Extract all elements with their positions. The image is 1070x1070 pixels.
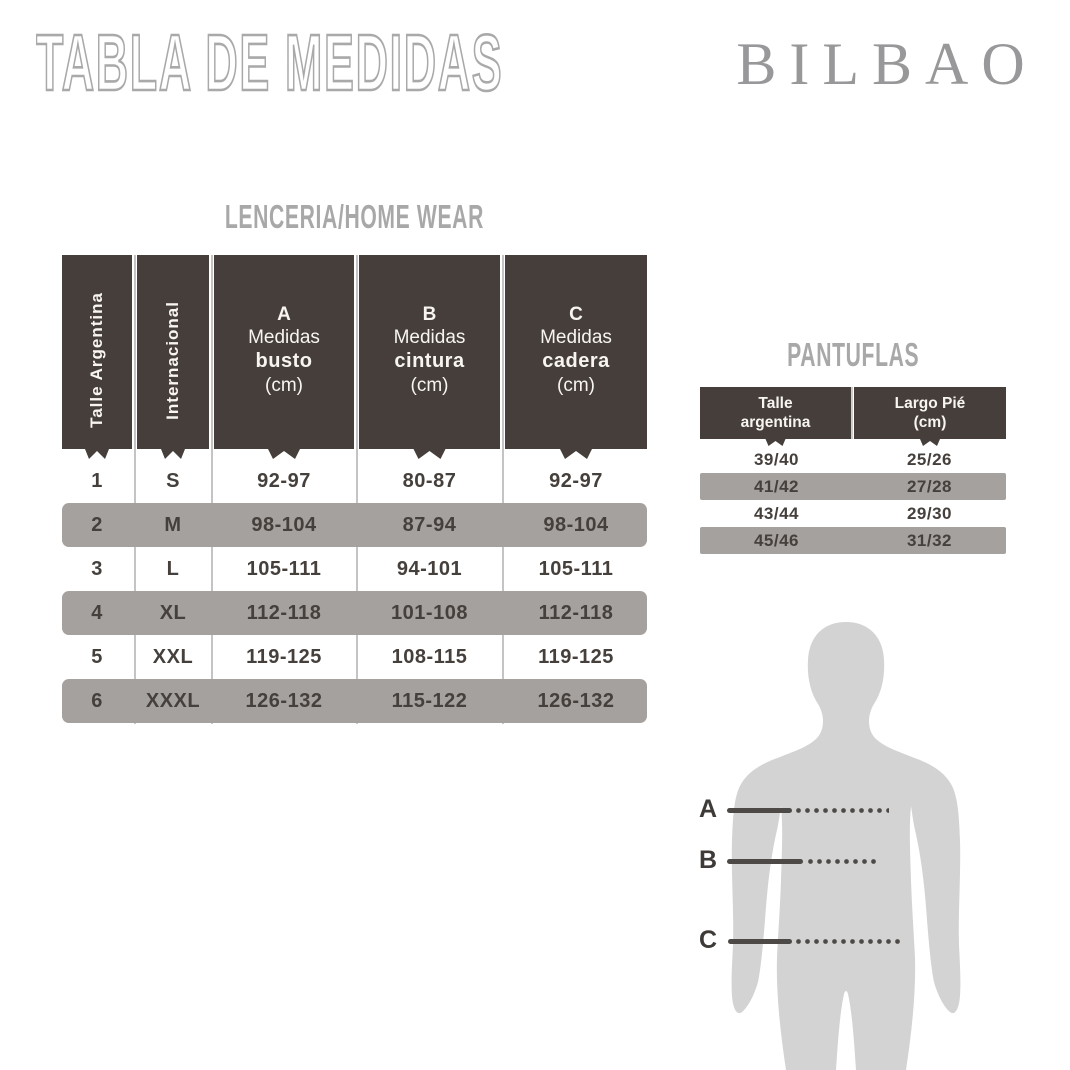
page-title-text: TABLA DE MEDIDAS: [36, 22, 503, 104]
table-row: 6 XXXL 126-132 115-122 126-132: [62, 679, 647, 723]
pantuflas-table-header: Talle argentina Largo Pié (cm): [700, 387, 1006, 446]
measure-label-c: C: [699, 926, 718, 954]
header-talle-argentina: Talle argentina: [700, 387, 851, 446]
column-divider: [133, 255, 136, 724]
table-row: 5 XXL 119-125 108-115 119-125: [62, 635, 647, 679]
column-divider: [501, 255, 504, 724]
table-row: 39/40 25/26: [753, 449, 953, 469]
pantuflas-size-table: Talle argentina Largo Pié (cm) 39/40 25/…: [700, 387, 1006, 554]
column-divider: [851, 387, 853, 439]
lenceria-table-header: Talle Argentina Internacional A Medidas …: [62, 255, 647, 459]
measure-dots-c: [794, 939, 900, 944]
table-row: 1 S 92-97 80-87 92-97: [62, 459, 647, 503]
lenceria-size-table: Talle Argentina Internacional A Medidas …: [62, 255, 647, 724]
measure-line-a: [727, 808, 792, 813]
page-title: TABLA DE MEDIDAS: [36, 22, 503, 104]
lenceria-section-title: LENCERIA/HOME WEAR: [224, 198, 485, 235]
table-row: 3 L 105-111 94-101 105-111: [62, 547, 647, 591]
header-largo-pie: Largo Pié (cm): [854, 387, 1006, 446]
measure-label-b: B: [699, 846, 718, 874]
header-medidas-cadera: C Medidas cadera (cm): [505, 255, 647, 459]
body-silhouette: [731, 622, 961, 1070]
column-divider: [210, 255, 213, 724]
header-medidas-cintura: B Medidas cintura (cm): [359, 255, 500, 459]
measure-label-a: A: [699, 795, 718, 823]
table-row: 45/46 31/32: [700, 527, 1006, 554]
measure-dots-a: [794, 808, 889, 813]
header-internacional: Internacional: [137, 255, 209, 459]
measure-dots-b: [806, 859, 880, 864]
column-divider: [355, 255, 358, 724]
table-row: 2 M 98-104 87-94 98-104: [62, 503, 647, 547]
measure-line-c: [728, 939, 792, 944]
header-talle-argentina: Talle Argentina: [62, 255, 132, 459]
header-medidas-busto: A Medidas busto (cm): [214, 255, 354, 459]
brand-logo: BILBAO: [736, 31, 1038, 97]
pantuflas-section-title: PANTUFLAS: [786, 336, 920, 373]
lenceria-table-body: 1 S 92-97 80-87 92-97 2 M 98-104 87-94 9…: [62, 459, 647, 723]
table-row: 43/44 29/30: [753, 503, 953, 523]
table-row: 41/42 27/28: [700, 473, 1006, 500]
table-row: 4 XL 112-118 101-108 112-118: [62, 591, 647, 635]
measure-line-b: [727, 859, 803, 864]
